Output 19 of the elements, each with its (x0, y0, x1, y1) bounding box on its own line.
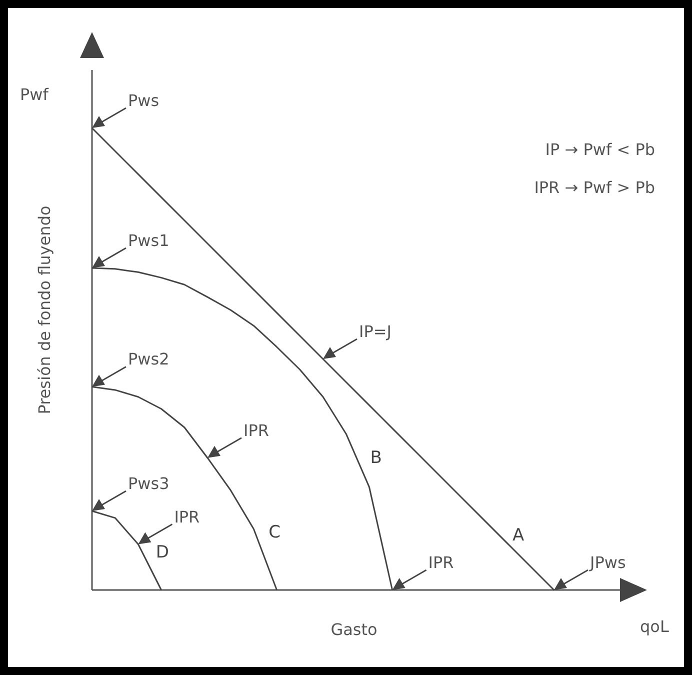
annotation: IPR → Pwf > Pb (534, 178, 655, 197)
annotation: Pws1 (128, 230, 170, 250)
annotation: IPR (244, 420, 269, 440)
text: JPws (589, 553, 626, 572)
annotation: IPR (428, 553, 454, 572)
text: qoL (640, 617, 669, 636)
annotation: Pws2 (128, 350, 170, 369)
series-label: C (268, 522, 280, 542)
text: Pws (128, 91, 160, 110)
annotation: IP=J (359, 322, 392, 341)
annotation: IPR (174, 507, 200, 526)
legend-label: D (156, 542, 169, 563)
series-label: B (370, 448, 382, 468)
x-axis-title: Gasto (330, 620, 378, 639)
text: Pwf (20, 85, 49, 104)
annotation: Pws3 (128, 474, 170, 493)
annotation: IP → Pwf < Pb (545, 140, 655, 159)
series-label: A (512, 526, 525, 546)
y-axis-title: Presión de fondo fluyendo (35, 206, 54, 414)
